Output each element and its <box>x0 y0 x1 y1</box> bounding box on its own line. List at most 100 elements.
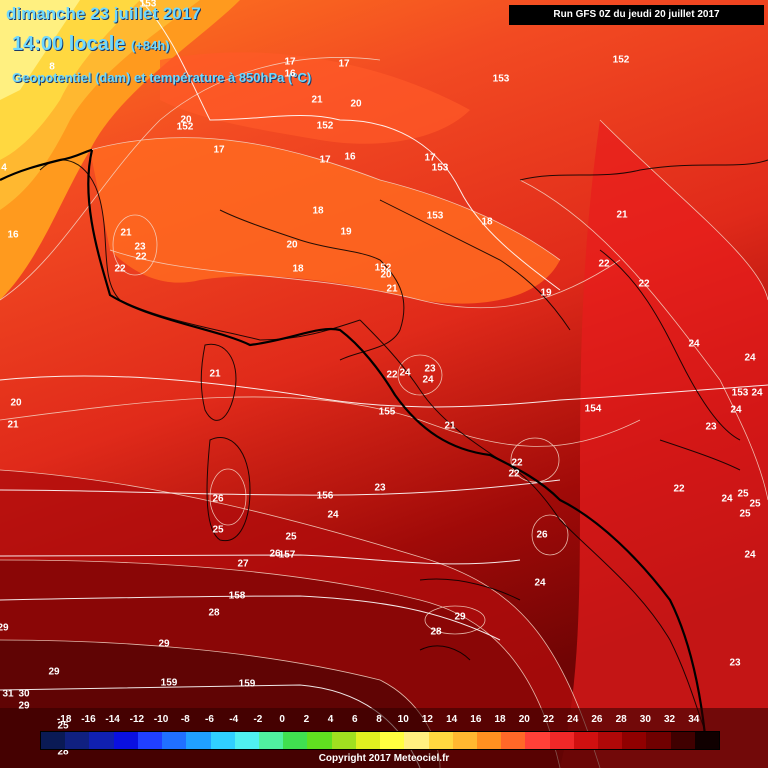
map-value-label: 16 <box>284 68 296 80</box>
map-value-label: 28 <box>208 607 220 619</box>
legend-swatch <box>186 732 211 749</box>
map-value-label: 20 <box>286 239 298 251</box>
map-value-label: 25 <box>749 498 761 510</box>
map-value-label: 28 <box>57 746 69 758</box>
map-value-label: 18 <box>292 263 304 275</box>
legend-tick-label: 14 <box>446 714 458 725</box>
legend-tick-label: 4 <box>327 714 334 725</box>
legend-swatch <box>694 732 720 749</box>
legend-tick-label: 10 <box>397 714 409 725</box>
map-value-label: 159 <box>238 678 256 690</box>
map-value-label: 21 <box>209 368 221 380</box>
legend-swatch <box>331 732 356 749</box>
map-value-label: 24 <box>751 387 763 399</box>
map-value-label: 23 <box>729 657 741 669</box>
legend-swatch <box>65 732 90 749</box>
legend-swatch <box>573 732 599 749</box>
map-value-label: 17 <box>424 152 436 164</box>
map-value-label: 4 <box>1 162 7 174</box>
map-value-label: 20 <box>180 114 192 126</box>
map-value-label: 18 <box>481 216 493 228</box>
legend-tick-label: 2 <box>303 714 310 725</box>
map-value-label: 17 <box>213 144 225 156</box>
legend-tick-label: -6 <box>205 714 214 725</box>
map-value-label: 22 <box>511 457 523 469</box>
legend-swatch <box>380 732 405 749</box>
legend-tick-label: -16 <box>81 714 96 725</box>
legend-swatch <box>307 732 332 749</box>
copyright: Copyright 2017 Meteociel.fr <box>318 753 450 764</box>
map-value-label: 19 <box>540 287 552 299</box>
map-value-label: 17 <box>284 56 296 68</box>
legend-swatch <box>670 732 695 749</box>
map-value-label: 21 <box>7 419 19 431</box>
legend-swatch <box>476 732 502 749</box>
map-value-label: 21 <box>616 209 628 221</box>
map-value-label: 16 <box>7 229 19 241</box>
map-value-label: 29 <box>48 666 60 678</box>
map-value-label: 16 <box>344 151 356 163</box>
map-value-label: 24 <box>730 404 742 416</box>
map-value-label: 21 <box>444 420 456 432</box>
map-value-label: 20 <box>10 397 22 409</box>
map-value-label: 152 <box>374 262 392 274</box>
map-value-label: 24 <box>744 352 756 364</box>
map-value-label: 23 <box>374 482 386 494</box>
map-value-label: 22 <box>598 258 610 270</box>
legend-ticks: -18 -16 -14 -12 -10 -8 -6 -4 -2 0 2 4 6 8 10 12 14 16 18 20… <box>40 714 730 728</box>
map-value-label: 154 <box>584 403 602 415</box>
map-value-label: 20 <box>350 98 362 110</box>
map-value-label: 158 <box>228 590 246 602</box>
legend-tick-label: 30 <box>639 714 651 725</box>
legend-tick-label: 8 <box>376 714 382 725</box>
isotherm-lines <box>0 57 768 768</box>
legend-swatch <box>549 732 574 749</box>
map-value-label: 25 <box>57 720 69 732</box>
map-value-label: 24 <box>399 367 411 379</box>
map-value-label: 29 <box>18 700 30 712</box>
map-value-label: 153 <box>731 387 749 399</box>
map-value-label: 29 <box>454 611 466 623</box>
forecast-time-value: 14:00 locale <box>12 33 126 55</box>
legend-swatch <box>162 732 187 749</box>
map-value-label: 26 <box>212 493 224 505</box>
run-info: Run GFS 0Z du jeudi 20 juillet 2017 <box>509 5 764 25</box>
map-value-label: 28 <box>430 626 442 638</box>
map-value-label: 22 <box>386 369 398 381</box>
map-value-label: 22 <box>135 251 147 263</box>
legend-tick-label: -8 <box>180 714 190 725</box>
legend-tick-label: -4 <box>229 714 239 725</box>
map-value-label: 157 <box>278 549 296 561</box>
map-value-label: 25 <box>285 531 297 543</box>
map-value-label: 152 <box>612 54 630 66</box>
legend-swatch <box>646 732 671 749</box>
legend-tick-label: -2 <box>253 714 263 725</box>
legend-tick-label: -12 <box>129 714 145 725</box>
map-value-label: 22 <box>114 263 126 275</box>
map-value-label: 21 <box>120 227 132 239</box>
map-value-label: 152 <box>176 121 194 133</box>
parameter-title: Geopotentiel (dam) et température à 850h… <box>12 70 312 85</box>
map-value-label: 24 <box>422 374 434 386</box>
temperature-band-east <box>560 120 768 768</box>
map-value-label: 24 <box>721 493 733 505</box>
temperature-legend <box>40 731 720 750</box>
map-value-label: 25 <box>737 488 749 500</box>
forecast-time: 14:00 locale (+84h) <box>12 33 170 56</box>
map-value-label: 155 <box>378 406 396 418</box>
map-value-label: 18 <box>312 205 324 217</box>
forecast-date: dimanche 23 juillet 2017 <box>6 4 201 23</box>
map-value-label: 21 <box>386 283 398 295</box>
lead-time: (+84h) <box>130 38 170 53</box>
map-value-label: 156 <box>316 490 334 502</box>
legend-swatch <box>452 732 477 749</box>
map-value-label: 19 <box>340 226 352 238</box>
legend-tick-label: 20 <box>518 714 530 725</box>
legend-swatch <box>501 732 526 749</box>
map-value-label: 159 <box>160 677 178 689</box>
temperature-band-warm <box>0 470 600 768</box>
legend-tick-label: 12 <box>421 714 433 725</box>
legend-swatch <box>622 732 647 749</box>
temperature-band-orange <box>90 137 560 304</box>
legend-swatch <box>404 732 429 749</box>
